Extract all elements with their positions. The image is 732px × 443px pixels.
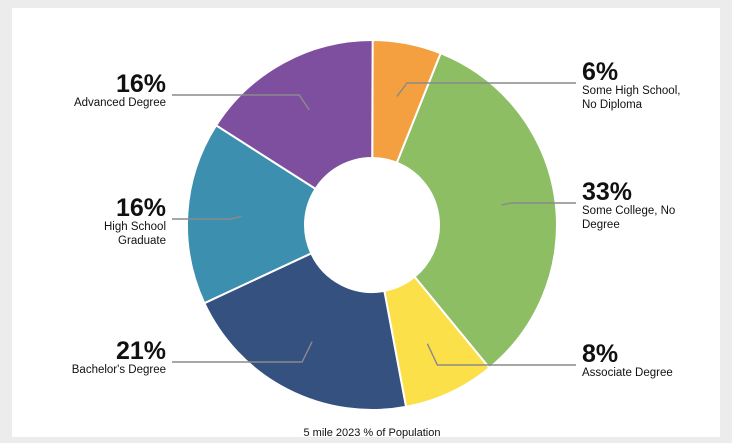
category-label-advanced-degree: Advanced Degree: [74, 97, 166, 109]
chart-caption: 5 mile 2023 % of Population: [304, 427, 441, 439]
category-label-bachelor-s-degree: Bachelor's Degree: [72, 364, 166, 376]
category-label-high-school-graduate: High School: [104, 221, 166, 233]
leader-line-some-college-no-degree: [501, 202, 576, 206]
slice-some-college-no-degree: [395, 51, 558, 370]
category-label-associate-degree: Associate Degree: [582, 367, 673, 379]
percent-label-some-college-no-degree: 33%: [582, 178, 632, 206]
leader-line-some-high-school-no-diploma: [396, 82, 576, 97]
percent-label-advanced-degree: 16%: [116, 70, 166, 98]
percent-label-some-high-school-no-diploma: 6%: [582, 58, 618, 86]
category-label-some-college-no-degree: Degree: [582, 219, 620, 231]
slice-high-school-graduate: [186, 123, 317, 305]
percent-label-bachelor-s-degree: 21%: [116, 337, 166, 365]
slice-labels: 6%Some High School, No Diploma 33%Some Col…: [72, 58, 681, 379]
frame-bottom-border: [0, 437, 732, 443]
category-label-some-college-no-degree: Some College, No: [582, 205, 675, 217]
slice-advanced-degree: [214, 39, 374, 191]
leader-lines: [172, 82, 576, 366]
leader-line-advanced-degree: [172, 94, 310, 111]
category-label-high-school-graduate: Graduate: [118, 235, 166, 247]
frame-top-border: [0, 0, 732, 8]
percent-label-associate-degree: 8%: [582, 340, 618, 368]
leader-line-bachelor-s-degree: [172, 341, 313, 363]
leader-line-associate-degree: [426, 343, 576, 366]
category-label-some-high-school-no-diploma: Some High School,: [582, 85, 680, 97]
percent-label-high-school-graduate: 16%: [116, 194, 166, 222]
leader-line-high-school-graduate: [172, 215, 242, 220]
slice-bachelor-s-degree: [203, 251, 408, 411]
category-label-some-high-school-no-diploma: No Diploma: [582, 99, 643, 111]
donut-slices: [186, 38, 558, 411]
